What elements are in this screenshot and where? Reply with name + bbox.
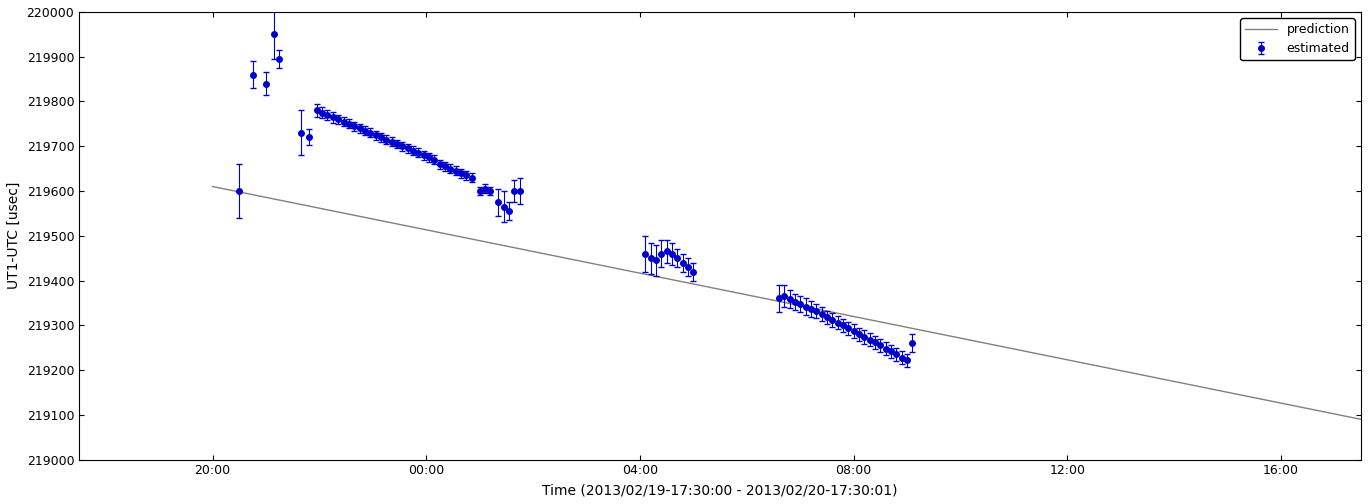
Y-axis label: UT1-UTC [usec]: UT1-UTC [usec] (7, 182, 21, 289)
Legend: prediction, estimated: prediction, estimated (1241, 18, 1354, 60)
X-axis label: Time (2013/02/19-17:30:00 - 2013/02/20-17:30:01): Time (2013/02/19-17:30:00 - 2013/02/20-1… (542, 483, 897, 497)
